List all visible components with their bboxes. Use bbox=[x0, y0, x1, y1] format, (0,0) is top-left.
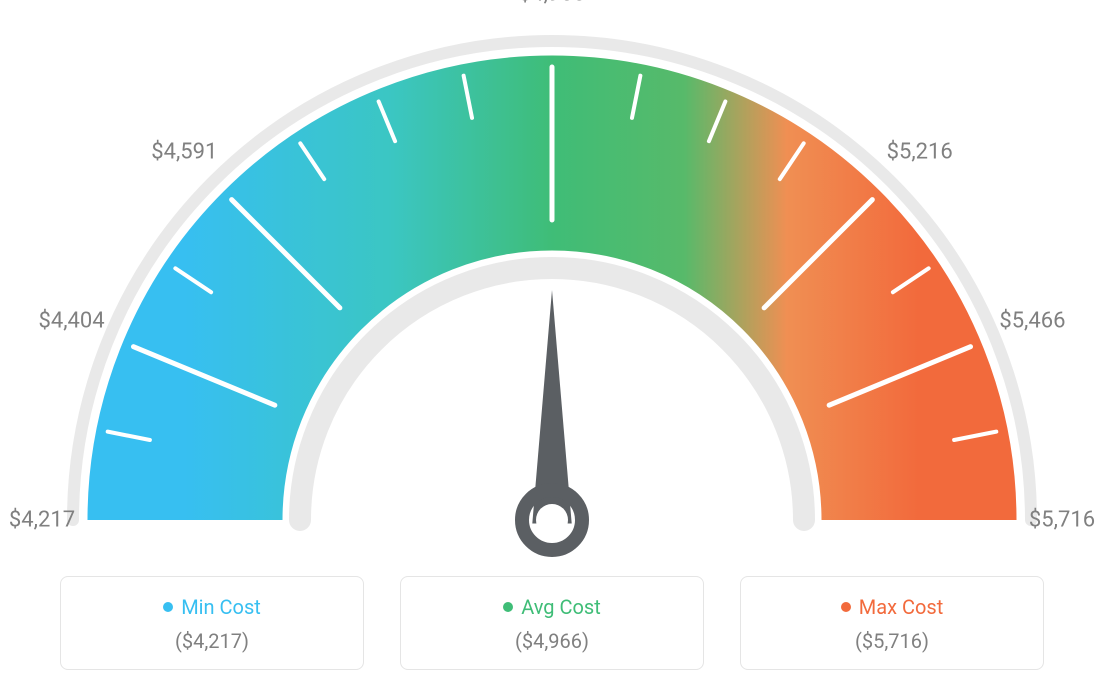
gauge-tick-label: $5,216 bbox=[887, 140, 953, 165]
gauge-chart: $4,217 $4,404 $4,591 $4,966 $5,216 $5,466 $5,7… bbox=[0, 0, 1104, 560]
gauge-tick-label: $4,591 bbox=[151, 140, 217, 165]
gauge-svg bbox=[0, 0, 1104, 560]
gauge-tick-label: $5,466 bbox=[999, 309, 1065, 334]
legend-dot-avg bbox=[503, 602, 513, 612]
legend-value-min: ($4,217) bbox=[81, 629, 343, 653]
legend-value-avg: ($4,966) bbox=[421, 629, 683, 653]
legend-label-avg: Avg Cost bbox=[521, 595, 601, 619]
legend-item-min: Min Cost ($4,217) bbox=[60, 576, 364, 670]
legend-label-min: Min Cost bbox=[181, 595, 261, 619]
gauge-tick-label: $4,966 bbox=[519, 0, 585, 7]
gauge-tick-label: $4,217 bbox=[9, 508, 75, 533]
legend-dot-min bbox=[163, 602, 173, 612]
legend-item-avg: Avg Cost ($4,966) bbox=[400, 576, 704, 670]
gauge-tick-label: $5,716 bbox=[1029, 508, 1095, 533]
legend-title-max: Max Cost bbox=[841, 595, 944, 619]
legend-label-max: Max Cost bbox=[859, 595, 944, 619]
legend: Min Cost ($4,217) Avg Cost ($4,966) Max … bbox=[0, 576, 1104, 670]
legend-value-max: ($5,716) bbox=[761, 629, 1023, 653]
legend-item-max: Max Cost ($5,716) bbox=[740, 576, 1044, 670]
legend-title-avg: Avg Cost bbox=[503, 595, 601, 619]
legend-title-min: Min Cost bbox=[163, 595, 261, 619]
legend-dot-max bbox=[841, 602, 851, 612]
gauge-tick-label: $4,404 bbox=[39, 309, 105, 334]
